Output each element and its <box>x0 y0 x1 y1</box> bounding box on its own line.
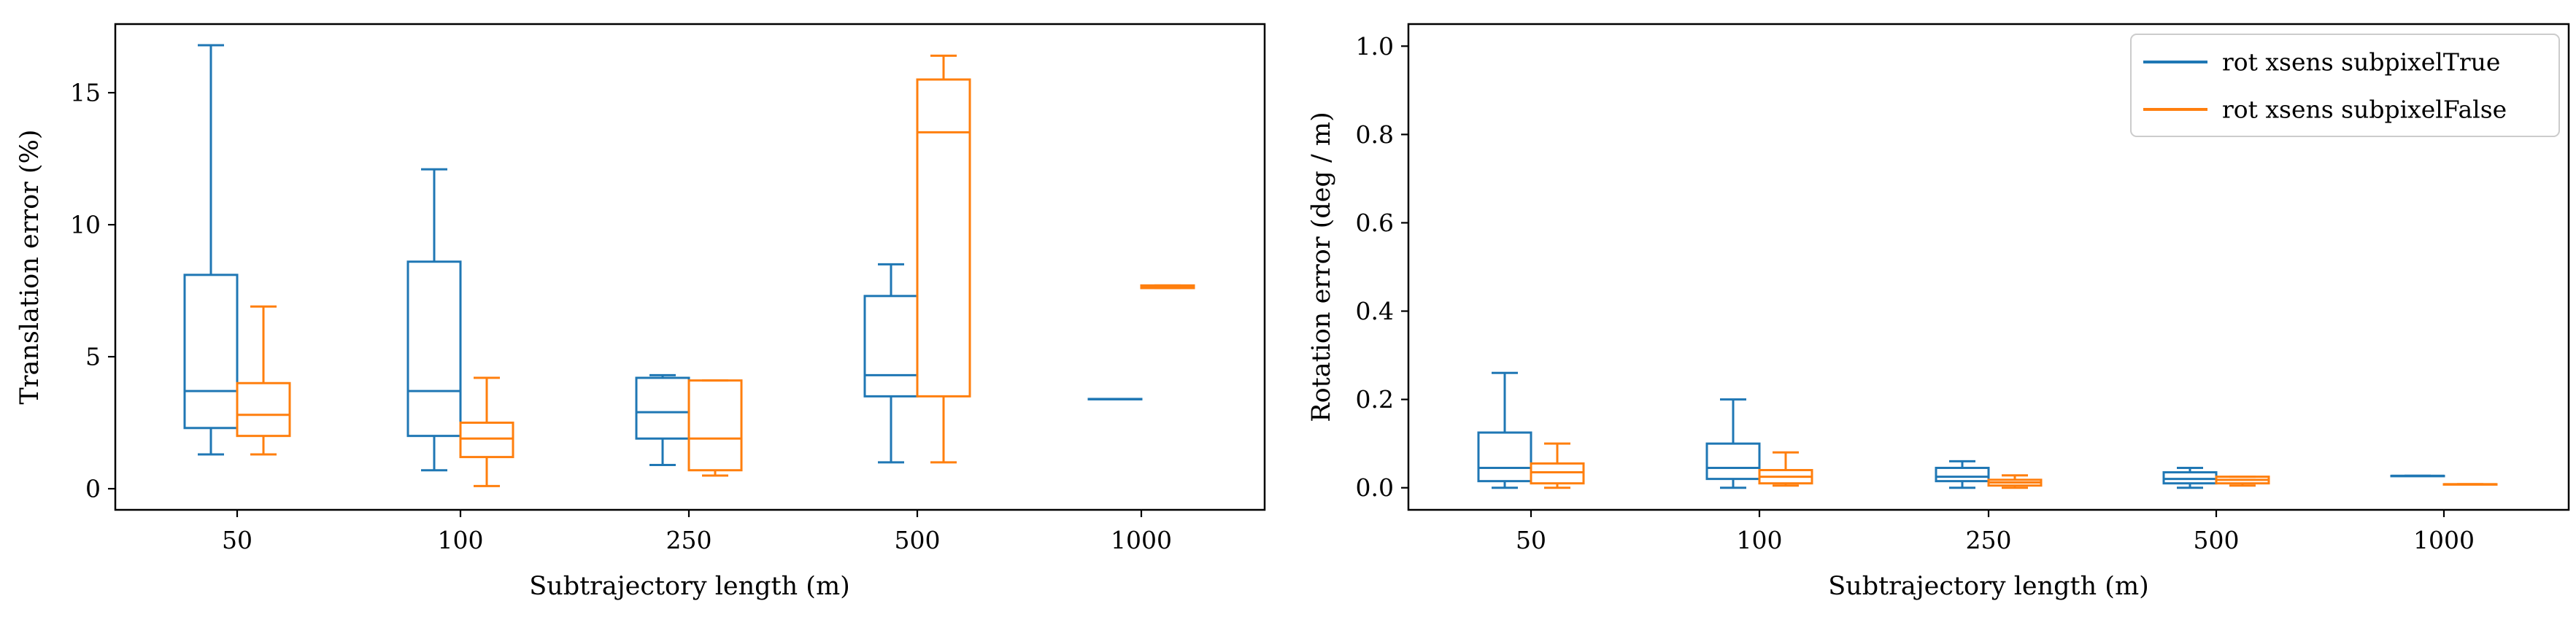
rotation-x-axis-label: Subtrajectory length (m) <box>1828 572 2149 601</box>
rotation-x-tick-label: 250 <box>1966 526 2012 554</box>
rotation-subpixel-true-250-box <box>1935 466 1990 483</box>
translation-plot-frame <box>114 23 1266 511</box>
translation-x-tick-label: 500 <box>895 526 941 554</box>
translation-error-panel: 0 5 10 15 50 100 250 500 1000 Subtraject… <box>15 23 1266 601</box>
translation-boxes <box>183 44 1195 487</box>
rotation-y-tick-label: 0.2 <box>1356 385 1394 414</box>
rotation-subpixel-true-100-box <box>1705 442 1761 481</box>
translation-subpixel-true-250-box <box>635 376 690 440</box>
rotation-y-tick-label: 0.6 <box>1356 209 1394 237</box>
legend-frame <box>2130 34 2560 137</box>
rotation-y-ticks: 0.0 0.2 0.4 0.6 0.8 1.0 <box>1356 32 1408 502</box>
rotation-x-ticks: 50 100 250 500 1000 <box>1516 510 2475 554</box>
rotation-subpixel-true-50-box <box>1477 431 1532 483</box>
translation-y-axis-label: Translation error (%) <box>15 129 45 404</box>
translation-x-tick-label: 50 <box>222 526 252 554</box>
rotation-boxes <box>1477 371 2498 489</box>
rotation-subpixel-false-50-box <box>1530 462 1585 485</box>
translation-y-tick-label: 0 <box>85 475 101 503</box>
rotation-y-axis-label: Rotation error (deg / m) <box>1307 112 1336 422</box>
translation-y-tick-label: 5 <box>85 343 101 371</box>
rotation-x-tick-label: 100 <box>1737 526 1783 554</box>
translation-subpixel-true-500-box <box>863 295 919 398</box>
rotation-y-tick-label: 0.8 <box>1356 120 1394 149</box>
translation-y-ticks: 0 5 10 15 <box>70 79 115 503</box>
rotation-y-tick-label: 1.0 <box>1356 32 1394 61</box>
rotation-x-tick-label: 500 <box>2194 526 2240 554</box>
translation-x-tick-label: 1000 <box>1111 526 1172 554</box>
translation-subpixel-false-250-box <box>687 379 743 472</box>
rotation-y-tick-label: 0.4 <box>1356 297 1394 325</box>
translation-x-tick-label: 100 <box>438 526 484 554</box>
translation-x-tick-label: 250 <box>666 526 712 554</box>
translation-y-tick-label: 10 <box>70 211 101 239</box>
rotation-x-tick-label: 1000 <box>2413 526 2475 554</box>
translation-subpixel-true-50-box <box>183 274 239 430</box>
rotation-error-panel: 0.0 0.2 0.4 0.6 0.8 1.0 50 100 250 500 1… <box>1307 23 2570 601</box>
translation-x-ticks: 50 100 250 500 1000 <box>222 510 1172 554</box>
translation-x-axis-label: Subtrajectory length (m) <box>529 572 850 601</box>
legend: rot xsens subpixelTrue rot xsens subpixe… <box>2130 34 2560 137</box>
translation-subpixel-false-50-box <box>236 381 291 438</box>
legend-label-subpixel-false: rot xsens subpixelFalse <box>2222 96 2507 124</box>
legend-label-subpixel-true: rot xsens subpixelTrue <box>2222 48 2500 77</box>
translation-subpixel-false-500-box <box>916 78 971 398</box>
rotation-subpixel-true-500-box <box>2162 471 2218 485</box>
rotation-x-tick-label: 50 <box>1516 526 1546 554</box>
translation-subpixel-false-100-box <box>459 422 514 459</box>
translation-subpixel-true-100-box <box>406 260 462 438</box>
rotation-y-tick-label: 0.0 <box>1356 473 1394 502</box>
translation-y-tick-label: 15 <box>70 79 101 107</box>
